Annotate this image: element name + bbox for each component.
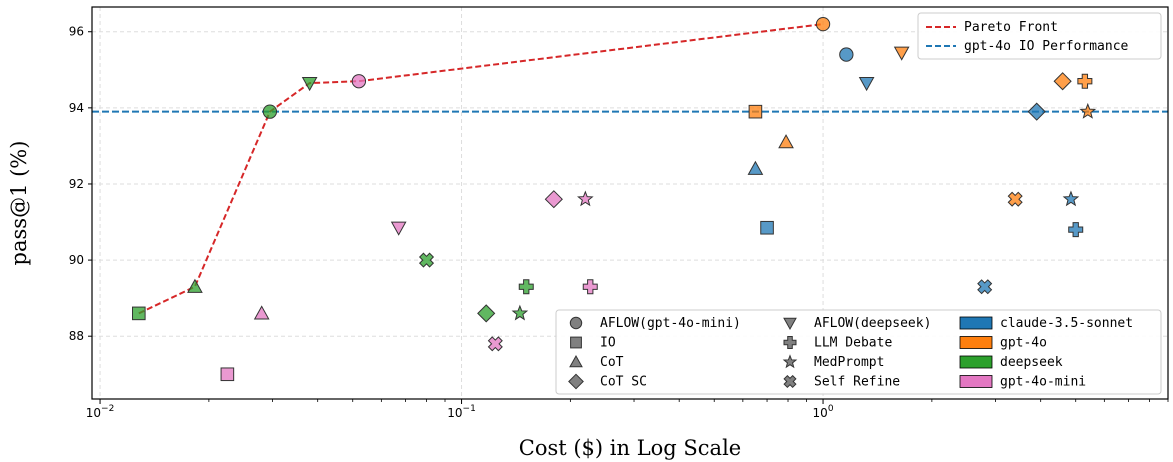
legend-marker-swatch bbox=[570, 336, 582, 349]
legend-marker-label: Self Refine bbox=[814, 375, 900, 390]
marker-deepseek-triangle-down bbox=[301, 77, 318, 92]
legend-model-swatch bbox=[959, 355, 993, 369]
marker-legend-box bbox=[555, 309, 1162, 395]
legend-marker-swatch bbox=[569, 316, 583, 330]
axes: 88 90 92 94 96 10−2 10−1 100 bbox=[69, 6, 1169, 420]
marker-claude-3-5-sonnet-triangle-down bbox=[858, 77, 875, 92]
marker-deepseek-circle bbox=[262, 104, 278, 119]
legend-marker-label: LLM Debate bbox=[814, 336, 892, 351]
legend-line-label: gpt-4o IO Performance bbox=[964, 39, 1129, 54]
y-tick-label: 92 bbox=[69, 177, 84, 191]
marker-deepseek-square bbox=[132, 306, 146, 321]
legend-model-label: gpt-4o bbox=[1000, 336, 1047, 351]
y-tick-label: 94 bbox=[69, 101, 84, 115]
marker-deepseek-x bbox=[418, 252, 435, 268]
marker-gpt-4o-mini-square bbox=[220, 367, 235, 382]
marker-claude-3-5-sonnet-diamond bbox=[1027, 102, 1046, 121]
legend-line-label: Pareto Front bbox=[964, 20, 1058, 35]
y-tick-label: 88 bbox=[69, 329, 84, 343]
legend-marker-swatch bbox=[569, 354, 583, 368]
marker-gpt-4o-mini-x bbox=[487, 336, 503, 352]
pareto-front-line bbox=[138, 23, 824, 315]
legend-marker-label: MedPrompt bbox=[814, 355, 884, 370]
y-axis-title: pass@1 (%) bbox=[7, 141, 31, 266]
legend-model-swatch bbox=[959, 336, 993, 349]
plot-frame bbox=[91, 6, 1169, 400]
x-axis-title: Cost ($) in Log Scale bbox=[519, 436, 741, 460]
legend-marker-label: CoT bbox=[600, 355, 624, 370]
legend-model-swatch bbox=[959, 316, 993, 330]
marker-claude-3-5-sonnet-square bbox=[760, 220, 774, 235]
marker-claude-3-5-sonnet-plus bbox=[1068, 222, 1084, 238]
y-tick-label: 90 bbox=[69, 253, 84, 267]
marker-gpt-4o-mini-diamond bbox=[544, 190, 563, 209]
line-legend-box bbox=[917, 12, 1162, 60]
legend-model-label: claude-3.5-sonnet bbox=[1000, 316, 1133, 331]
legend-marker-swatch bbox=[783, 374, 797, 389]
marker-deepseek-star bbox=[511, 304, 529, 321]
legend-model-label: deepseek bbox=[1000, 355, 1063, 370]
y-tick-label: 96 bbox=[69, 25, 84, 39]
marker-gpt-4o-mini-star bbox=[577, 190, 594, 207]
marker-claude-3-5-sonnet-triangle-up bbox=[747, 160, 764, 175]
reference-lines bbox=[92, 23, 1168, 315]
marker-gpt-4o-mini-circle bbox=[351, 74, 367, 89]
marker-gpt-4o-diamond bbox=[1053, 72, 1072, 91]
x-tick-label: 10−2 bbox=[86, 404, 115, 420]
legends: Pareto Front gpt-4o IO Performance AFLOW(g… bbox=[555, 12, 1162, 395]
marker-gpt-4o-star bbox=[1079, 102, 1097, 119]
legend-marker-label: AFLOW(deepseek) bbox=[814, 316, 931, 331]
legend-marker-label: AFLOW(gpt-4o-mini) bbox=[600, 316, 741, 331]
marker-deepseek-diamond bbox=[477, 304, 496, 323]
marker-gpt-4o-x bbox=[1007, 191, 1023, 207]
x-tick-label: 10−1 bbox=[447, 404, 476, 420]
marker-claude-3-5-sonnet-circle bbox=[839, 47, 854, 62]
x-tick-label: 100 bbox=[813, 404, 834, 420]
legend-marker-swatch bbox=[782, 354, 798, 369]
marker-gpt-4o-triangle-down bbox=[893, 46, 910, 61]
marker-gpt-4o-mini-triangle-up bbox=[253, 305, 270, 320]
legend-model-label: gpt-4o-mini bbox=[1000, 375, 1086, 390]
legend-model-swatch bbox=[959, 375, 993, 388]
marker-gpt-4o-mini-triangle-down bbox=[390, 221, 407, 236]
marker-deepseek-triangle-up bbox=[187, 278, 203, 293]
legend-marker-label: CoT SC bbox=[600, 375, 647, 390]
marker-gpt-4o-circle bbox=[815, 16, 831, 32]
marker-claude-3-5-sonnet-x bbox=[977, 279, 993, 295]
marker-gpt-4o-mini-plus bbox=[582, 279, 598, 295]
data-markers bbox=[132, 16, 1097, 382]
marker-gpt-4o-plus bbox=[1077, 73, 1093, 89]
marker-claude-3-5-sonnet-star bbox=[1062, 190, 1080, 207]
legend-marker-label: IO bbox=[600, 336, 616, 351]
marker-gpt-4o-square bbox=[748, 104, 763, 119]
marker-gpt-4o-triangle-up bbox=[778, 134, 794, 149]
legend-marker-swatch bbox=[783, 317, 797, 331]
marker-deepseek-plus bbox=[518, 279, 534, 295]
legend-marker-swatch bbox=[568, 373, 584, 390]
legend-marker-swatch bbox=[783, 336, 797, 349]
